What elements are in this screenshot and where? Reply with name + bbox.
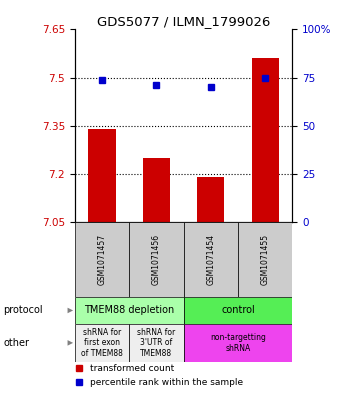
Text: non-targetting
shRNA: non-targetting shRNA	[210, 333, 266, 353]
Text: percentile rank within the sample: percentile rank within the sample	[90, 378, 243, 387]
Text: other: other	[3, 338, 29, 348]
Text: shRNA for
first exon
of TMEM88: shRNA for first exon of TMEM88	[81, 328, 123, 358]
Text: GSM1071455: GSM1071455	[261, 234, 270, 285]
Text: TMEM88 depletion: TMEM88 depletion	[84, 305, 174, 316]
Bar	[238, 222, 292, 297]
Text: transformed count: transformed count	[90, 364, 174, 373]
Bar	[75, 324, 129, 362]
Text: GSM1071454: GSM1071454	[206, 234, 215, 285]
Text: GSM1071457: GSM1071457	[98, 234, 106, 285]
Bar	[252, 59, 279, 222]
Bar	[75, 297, 184, 324]
Text: shRNA for
3'UTR of
TMEM88: shRNA for 3'UTR of TMEM88	[137, 328, 175, 358]
Bar	[75, 222, 129, 297]
Text: protocol: protocol	[3, 305, 43, 316]
Bar	[184, 297, 292, 324]
Bar	[88, 129, 116, 222]
Bar	[184, 222, 238, 297]
Bar	[129, 222, 184, 297]
Bar	[197, 177, 224, 222]
Bar	[184, 324, 292, 362]
Text: GSM1071456: GSM1071456	[152, 234, 161, 285]
Text: control: control	[221, 305, 255, 316]
Bar	[129, 324, 184, 362]
Bar	[143, 158, 170, 222]
Title: GDS5077 / ILMN_1799026: GDS5077 / ILMN_1799026	[97, 15, 270, 28]
